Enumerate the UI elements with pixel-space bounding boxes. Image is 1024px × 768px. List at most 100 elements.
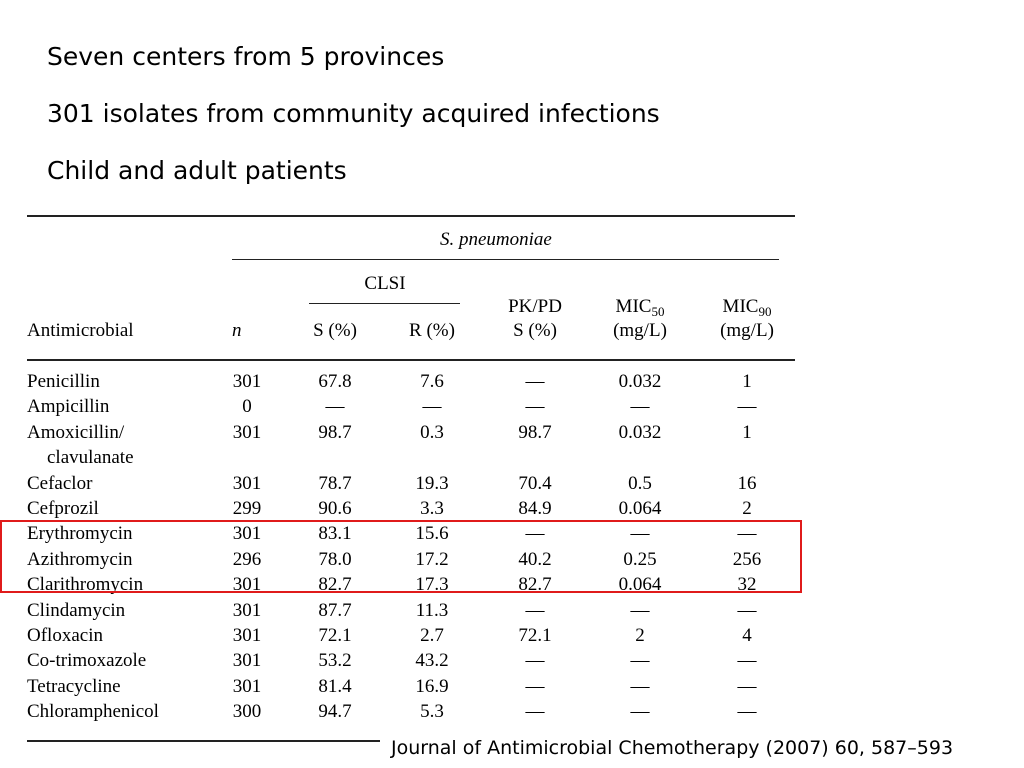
group-header-rule: [232, 259, 779, 260]
cell-mic90: 1: [742, 371, 752, 392]
mic50-label: MIC: [615, 296, 652, 317]
cell-mic90: 16: [737, 472, 757, 494]
cell-antimicrobial: Amoxicillin/: [27, 421, 125, 443]
cell-antimicrobial: Azithromycin: [27, 548, 133, 570]
cell-antimicrobial: Cefaclor: [27, 472, 93, 494]
cell-mic90: —: [737, 396, 757, 418]
cell-mic90: —: [737, 599, 757, 621]
cell-n: 301: [232, 675, 262, 697]
cell-s: 98.7: [318, 421, 352, 443]
cell-mic50: 0.064: [618, 498, 662, 519]
cell-s: 82.7: [318, 574, 352, 596]
cell-n: 301: [232, 599, 262, 621]
table-row: Co-trimoxazole 301 53.2 43.2 — — —: [0, 648, 1024, 673]
cell-r: 16.9: [415, 675, 449, 697]
table-row: Chloramphenicol 300 94.7 5.3 — — —: [0, 699, 1024, 724]
bullet-isolates: 301 isolates from community acquired inf…: [47, 99, 660, 128]
column-header-r: R (%): [409, 320, 455, 341]
cell-s: 72.1: [318, 625, 352, 646]
cell-r: 5.3: [420, 701, 444, 723]
cell-n: 301: [232, 650, 262, 672]
cell-mic50: —: [630, 675, 650, 697]
cell-mic90: 32: [737, 574, 757, 596]
cell-pkpd: —: [525, 701, 545, 723]
cell-mic90: —: [737, 523, 757, 545]
cell-pkpd: —: [525, 371, 545, 392]
cell-mic50: 0.032: [618, 371, 662, 392]
table-row: clavulanate: [0, 445, 1024, 470]
cell-s: 83.1: [318, 523, 352, 545]
column-header-mic90: MIC90: [702, 296, 792, 323]
cell-antimicrobial: Ampicillin: [27, 396, 110, 418]
column-header-mic90-unit: (mg/L): [720, 320, 774, 341]
column-header-mic50: MIC50: [595, 296, 685, 323]
cell-antimicrobial: clavulanate: [47, 447, 134, 469]
cell-antimicrobial: Co-trimoxazole: [27, 650, 147, 672]
clsi-header: CLSI: [364, 273, 406, 294]
cell-pkpd: 98.7: [518, 421, 552, 443]
cell-r: 0.3: [420, 421, 444, 443]
cell-s: 78.7: [318, 472, 352, 494]
cell-pkpd: 40.2: [518, 548, 552, 570]
cell-n: 301: [232, 421, 262, 443]
clsi-rule: [309, 303, 460, 304]
cell-r: 7.6: [420, 371, 444, 392]
mic90-subscript: 90: [758, 304, 772, 319]
cell-pkpd: 72.1: [518, 625, 552, 646]
cell-mic90: 256: [732, 548, 762, 570]
cell-r: 3.3: [420, 498, 444, 519]
cell-mic50: 0.5: [628, 472, 652, 494]
cell-n: 0: [242, 396, 252, 418]
cell-n: 301: [232, 625, 262, 646]
cell-s: 78.0: [318, 548, 352, 570]
table-row: Ofloxacin 301 72.1 2.7 72.1 2 4: [0, 623, 1024, 648]
bullet-centers: Seven centers from 5 provinces: [47, 42, 445, 71]
table-row: Ampicillin 0 — — — — —: [0, 394, 1024, 419]
table-row: Erythromycin 301 83.1 15.6 — — —: [0, 521, 1024, 546]
cell-pkpd: —: [525, 599, 545, 621]
cell-r: 17.3: [415, 574, 449, 596]
cell-mic90: —: [737, 701, 757, 723]
table-bottom-rule: [27, 740, 380, 742]
column-header-mic50-unit: (mg/L): [613, 320, 667, 341]
table-row: Cefaclor 301 78.7 19.3 70.4 0.5 16: [0, 471, 1024, 496]
cell-s: 90.6: [318, 498, 352, 519]
table-row: Cefprozil 299 90.6 3.3 84.9 0.064 2: [0, 496, 1024, 521]
cell-antimicrobial: Chloramphenicol: [27, 701, 159, 723]
column-header-s: S (%): [313, 320, 357, 341]
cell-mic50: —: [630, 396, 650, 418]
column-header-n: n: [232, 320, 242, 341]
cell-n: 299: [232, 498, 262, 519]
cell-antimicrobial: Clarithromycin: [27, 574, 144, 596]
mic90-label: MIC: [722, 296, 759, 317]
cell-r: —: [422, 396, 442, 418]
cell-antimicrobial: Clindamycin: [27, 599, 126, 621]
cell-mic50: —: [630, 523, 650, 545]
cell-pkpd: —: [525, 396, 545, 418]
cell-mic50: —: [630, 701, 650, 723]
cell-r: 2.7: [420, 625, 444, 646]
column-header-antimicrobial: Antimicrobial: [27, 320, 134, 341]
cell-r: 43.2: [415, 650, 449, 672]
cell-s: —: [325, 396, 345, 418]
cell-mic50: —: [630, 599, 650, 621]
cell-antimicrobial: Penicillin: [27, 371, 100, 392]
cell-antimicrobial: Erythromycin: [27, 523, 133, 545]
table-row: Tetracycline 301 81.4 16.9 — — —: [0, 674, 1024, 699]
table-row: Azithromycin 296 78.0 17.2 40.2 0.25 256: [0, 547, 1024, 572]
cell-pkpd: 84.9: [518, 498, 552, 519]
cell-antimicrobial: Ofloxacin: [27, 625, 103, 646]
cell-antimicrobial: Tetracycline: [27, 675, 121, 697]
cell-n: 301: [232, 472, 262, 494]
cell-mic90: 4: [742, 625, 752, 646]
cell-mic90: 1: [742, 421, 752, 443]
table-top-rule: [27, 215, 795, 217]
cell-mic50: 0.064: [618, 574, 662, 596]
cell-s: 53.2: [318, 650, 352, 672]
table-row: Clarithromycin 301 82.7 17.3 82.7 0.064 32: [0, 572, 1024, 597]
cell-n: 300: [232, 701, 262, 723]
table-row: Penicillin 301 67.8 7.6 — 0.032 1: [0, 369, 1024, 394]
cell-s: 87.7: [318, 599, 352, 621]
column-header-pkpd-line1: PK/PD: [508, 296, 562, 317]
column-header-pkpd-line2: S (%): [513, 320, 557, 341]
